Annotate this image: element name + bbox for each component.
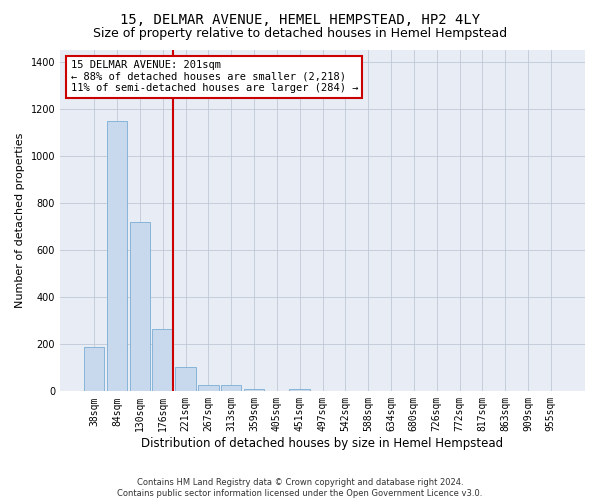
Bar (289, 388, 310, 392)
Bar (198, 384, 218, 392)
Y-axis label: Number of detached properties: Number of detached properties (15, 133, 25, 308)
Bar (221, 386, 241, 392)
Text: Size of property relative to detached houses in Hemel Hempstead: Size of property relative to detached ho… (93, 28, 507, 40)
Bar (107, 120, 127, 392)
Bar (152, 329, 173, 392)
Text: 15, DELMAR AVENUE, HEMEL HEMPSTEAD, HP2 4LY: 15, DELMAR AVENUE, HEMEL HEMPSTEAD, HP2 … (120, 12, 480, 26)
X-axis label: Distribution of detached houses by size in Hemel Hempstead: Distribution of detached houses by size … (142, 437, 503, 450)
Bar (84, 346, 104, 392)
Text: 15 DELMAR AVENUE: 201sqm
← 88% of detached houses are smaller (2,218)
11% of sem: 15 DELMAR AVENUE: 201sqm ← 88% of detach… (71, 60, 358, 94)
Bar (244, 388, 264, 392)
Bar (130, 222, 150, 392)
Text: Contains HM Land Registry data © Crown copyright and database right 2024.
Contai: Contains HM Land Registry data © Crown c… (118, 478, 482, 498)
Bar (175, 366, 196, 392)
